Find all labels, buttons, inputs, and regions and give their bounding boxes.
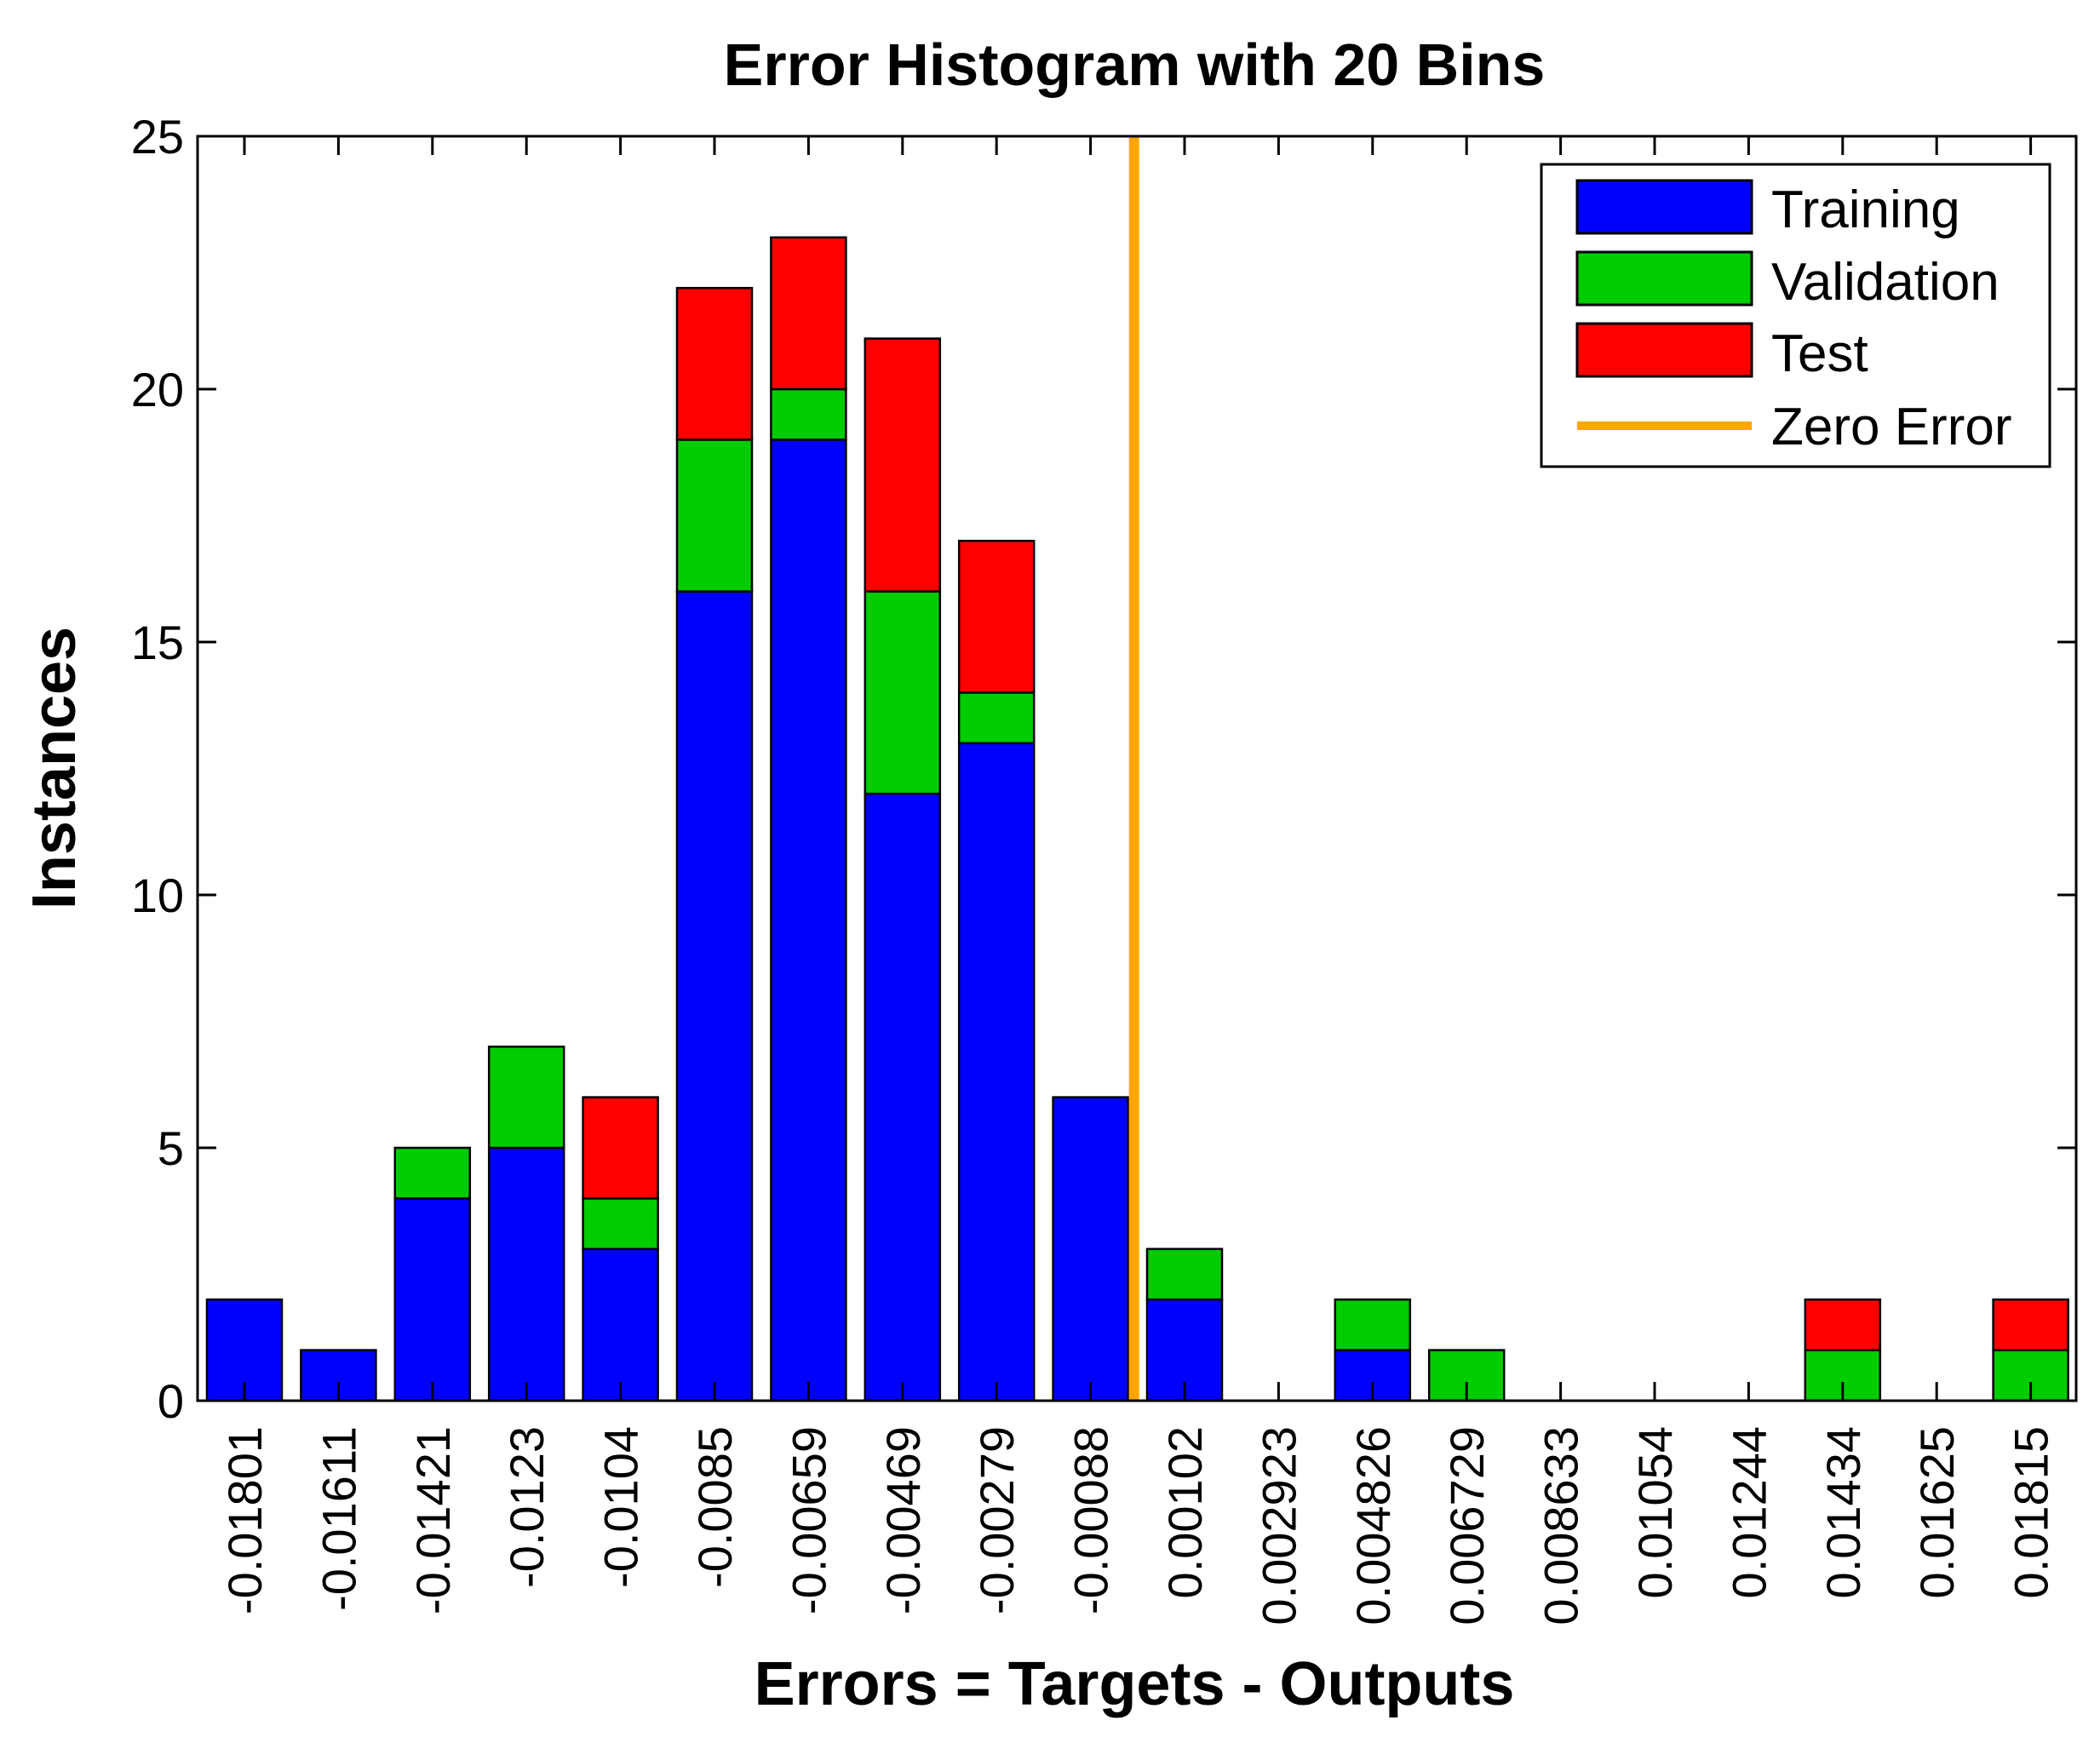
- legend-label-zero-error: Zero Error: [1771, 398, 2011, 456]
- x-tick-label: 0.008633: [1535, 1426, 1588, 1625]
- bar-validation-3: [487, 1045, 565, 1150]
- y-tick-label: 10: [131, 869, 184, 922]
- x-tick-label: 0.004826: [1346, 1426, 1400, 1625]
- legend-swatch-validation: [1575, 250, 1753, 307]
- x-tick-label: 0.002923: [1252, 1426, 1305, 1625]
- x-tick-label: -0.0104: [594, 1426, 648, 1588]
- x-tick-label: -0.00088: [1064, 1426, 1118, 1614]
- legend-label-validation: Validation: [1771, 253, 2000, 312]
- y-tick-label: 0: [158, 1374, 184, 1428]
- x-tick-label: 0.006729: [1440, 1426, 1494, 1625]
- bar-test-7: [864, 337, 942, 593]
- x-tick-label: 0.01244: [1722, 1426, 1776, 1598]
- legend-swatch-test: [1575, 322, 1753, 378]
- bar-validation-4: [582, 1197, 659, 1251]
- plot-frame: [196, 135, 2078, 1402]
- bar-training-3: [487, 1146, 565, 1402]
- y-axis-label: Instances: [20, 627, 89, 909]
- bar-test-19: [1992, 1298, 2069, 1351]
- legend: Training Validation Test Zero Error: [1540, 163, 2051, 468]
- chart-title: Error Histogram with 20 Bins: [724, 32, 1546, 98]
- bar-training-6: [770, 439, 847, 1402]
- x-tick-label: 0.01434: [1816, 1426, 1870, 1598]
- legend-label-training: Training: [1771, 181, 1960, 239]
- bar-test-17: [1804, 1298, 1882, 1351]
- x-tick-label: -0.00279: [970, 1426, 1024, 1614]
- y-tick-label: 5: [158, 1121, 184, 1175]
- bar-validation-5: [675, 439, 754, 593]
- legend-swatch-training: [1575, 179, 1753, 235]
- bar-validation-8: [957, 691, 1036, 745]
- bar-validation-10: [1145, 1247, 1224, 1301]
- x-tick-label: -0.00469: [876, 1426, 930, 1614]
- bar-test-4: [582, 1096, 659, 1200]
- x-tick-label: 0.01054: [1628, 1426, 1682, 1598]
- bar-training-9: [1052, 1096, 1129, 1402]
- bar-training-2: [393, 1197, 472, 1402]
- y-tick-label: 25: [131, 110, 184, 163]
- x-tick-label: -0.0085: [688, 1426, 742, 1588]
- y-tick-label: 20: [131, 363, 184, 416]
- x-axis: -0.01801 -0.01611 -0.01421 -0.0123 -0.0104 -0…: [218, 136, 2058, 1625]
- bar-training-7: [864, 792, 942, 1402]
- bar-test-8: [957, 539, 1036, 694]
- y-axis: 0 5 10 15 20 25: [131, 110, 2076, 1428]
- x-tick-label: -0.0123: [500, 1426, 554, 1588]
- x-tick-label: 0.01625: [1910, 1426, 1964, 1598]
- y-tick-label: 15: [131, 616, 184, 669]
- x-tick-label: -0.01421: [406, 1426, 460, 1614]
- x-tick-label: -0.01801: [218, 1426, 272, 1614]
- bar-validation-2: [393, 1146, 472, 1200]
- x-tick-label: -0.01611: [312, 1426, 365, 1611]
- x-axis-label: Errors = Targets - Outputs: [755, 1650, 1515, 1718]
- bar-training-8: [957, 742, 1036, 1402]
- bars-group: [205, 236, 2069, 1402]
- x-tick-label: 0.01815: [2005, 1426, 2058, 1598]
- x-tick-label: -0.00659: [782, 1426, 835, 1614]
- legend-label-test: Test: [1771, 324, 1868, 383]
- bar-validation-12: [1334, 1298, 1412, 1351]
- bar-validation-7: [864, 590, 942, 795]
- bar-test-5: [675, 286, 754, 441]
- bar-training-5: [675, 590, 754, 1402]
- bar-training-4: [582, 1247, 659, 1402]
- bar-test-6: [770, 236, 847, 391]
- bar-validation-6: [770, 387, 847, 441]
- x-tick-label: 0.00102: [1158, 1426, 1212, 1598]
